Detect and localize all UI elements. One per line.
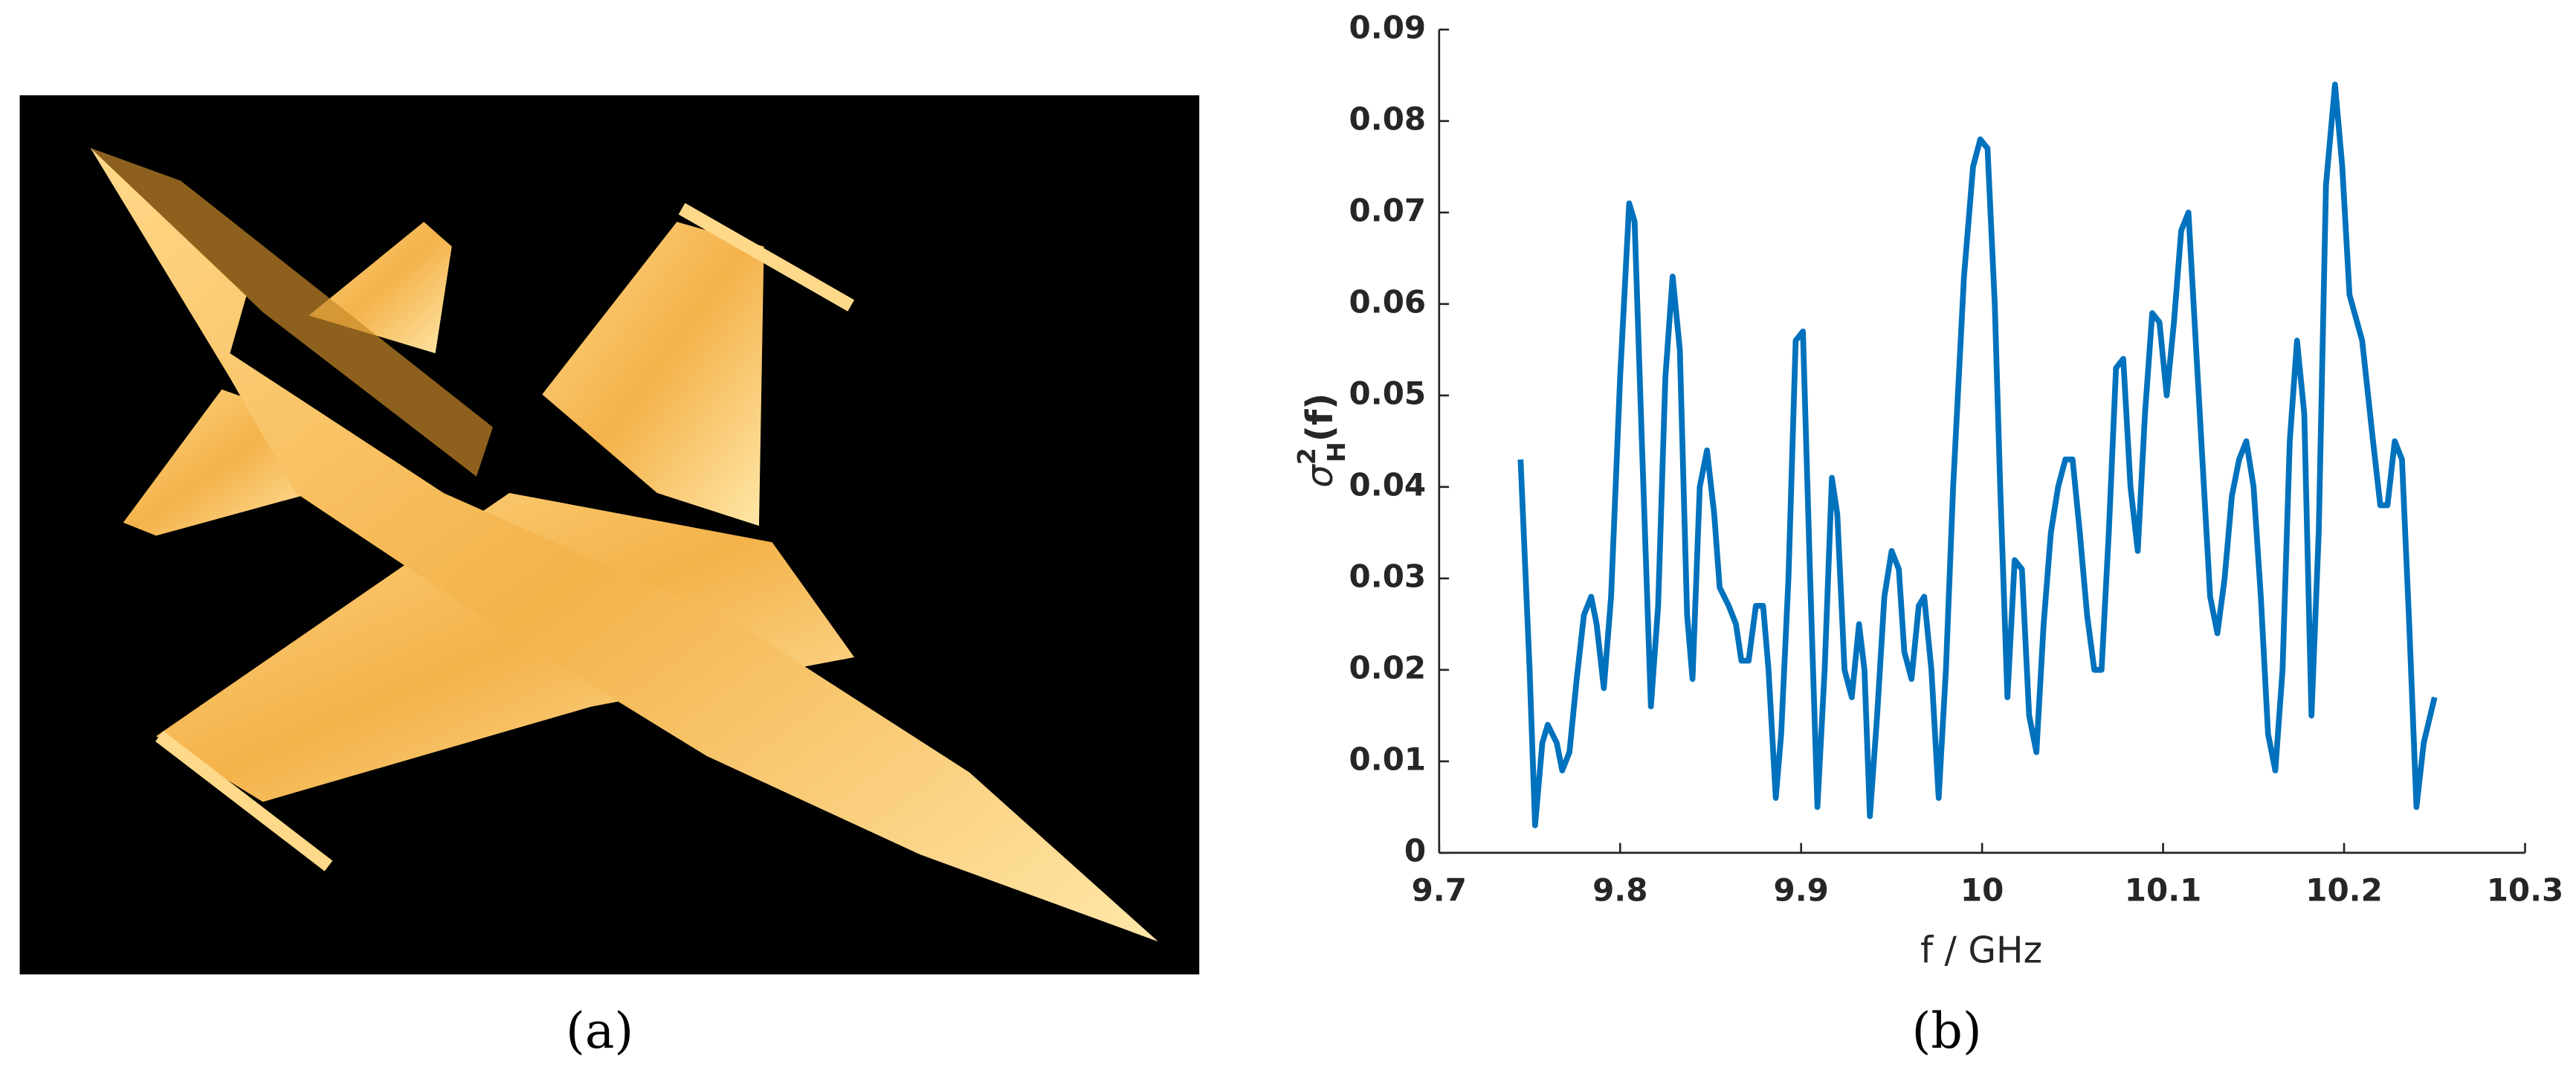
x-tick-label: 9.8	[1592, 871, 1647, 908]
caption: (a)	[566, 1002, 633, 1060]
fuselage	[90, 147, 1158, 942]
missile	[678, 202, 855, 312]
x-axis-label: f / GHz	[1920, 930, 2042, 972]
jet-image	[19, 95, 1200, 975]
y-tick-label: 0.01	[1349, 741, 1427, 777]
y-label-sup: 2	[1292, 448, 1321, 465]
wing	[155, 492, 855, 802]
y-tick-label: 0.07	[1349, 192, 1427, 228]
y-tick-label: 0.09	[1349, 9, 1427, 45]
x-tick-label: 10.3	[2487, 871, 2564, 908]
y-tick-label: 0.08	[1349, 100, 1427, 137]
y-tick-label: 0.06	[1349, 283, 1427, 320]
x-tick-label: 10.1	[2125, 871, 2202, 908]
x-tick-label: 10	[1960, 871, 2004, 908]
x-tick-label: 9.9	[1774, 871, 1829, 908]
y-axis-label: σ2H(f)	[1292, 393, 1351, 488]
wing	[542, 222, 764, 526]
y-tick-label: 0	[1404, 832, 1426, 869]
y-label-arg: (f)	[1300, 393, 1341, 442]
y-tick-label: 0.04	[1349, 466, 1427, 503]
y-tick-label: 0.03	[1349, 558, 1427, 594]
missile	[155, 730, 333, 871]
x-tick-label: 9.7	[1412, 871, 1467, 908]
caption: (b)	[1912, 1002, 1982, 1060]
y-label-symbol: σ	[1300, 463, 1341, 488]
y-tick-label: 0.05	[1349, 375, 1427, 411]
data-line	[1517, 81, 2438, 828]
y-tick-label: 0.02	[1349, 649, 1427, 686]
y-label-sub: H	[1321, 442, 1350, 463]
x-tick-label: 10.2	[2305, 871, 2383, 908]
fin	[90, 147, 493, 477]
